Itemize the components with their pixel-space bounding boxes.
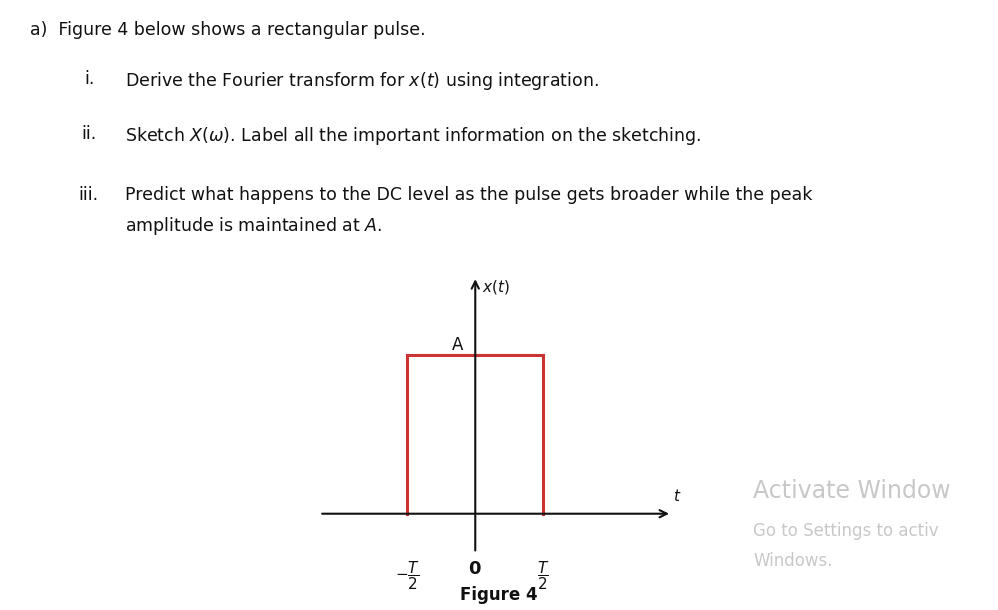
- Text: $\dfrac{T}{2}$: $\dfrac{T}{2}$: [537, 559, 549, 592]
- Text: Predict what happens to the DC level as the pulse gets broader while the peak: Predict what happens to the DC level as …: [125, 186, 812, 204]
- Text: a)  Figure 4 below shows a rectangular pulse.: a) Figure 4 below shows a rectangular pu…: [30, 21, 425, 40]
- Text: amplitude is maintained at $A$.: amplitude is maintained at $A$.: [125, 215, 382, 237]
- Text: Windows.: Windows.: [753, 552, 833, 570]
- Text: $-\dfrac{T}{2}$: $-\dfrac{T}{2}$: [395, 559, 420, 592]
- Text: Activate Window: Activate Window: [753, 479, 951, 503]
- Text: Figure 4: Figure 4: [460, 586, 538, 604]
- Text: Go to Settings to activ: Go to Settings to activ: [753, 522, 939, 540]
- Text: ii.: ii.: [82, 125, 97, 143]
- Text: i.: i.: [85, 70, 95, 88]
- Text: A: A: [452, 336, 463, 354]
- Text: Sketch $X(\omega)$. Label all the important information on the sketching.: Sketch $X(\omega)$. Label all the import…: [125, 125, 701, 147]
- Text: $t$: $t$: [674, 488, 682, 504]
- Text: $x(t)$: $x(t)$: [482, 278, 510, 296]
- Text: iii.: iii.: [79, 186, 99, 204]
- Text: $\mathbf{0}$: $\mathbf{0}$: [468, 559, 482, 578]
- Text: Derive the Fourier transform for $x(t)$ using integration.: Derive the Fourier transform for $x(t)$ …: [125, 70, 599, 92]
